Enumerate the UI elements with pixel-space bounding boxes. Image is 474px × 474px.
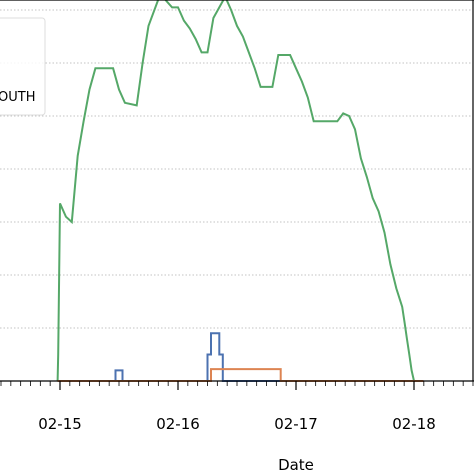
series-line-3 [57, 368, 424, 382]
x-tick-label: 02-15 [38, 415, 82, 433]
x-tick-label: 02-16 [156, 415, 200, 433]
axes [0, 0, 474, 382]
x-axis-label: Date [278, 456, 314, 474]
legend: OUTH [0, 17, 46, 116]
x-tick-label: 02-18 [392, 415, 436, 433]
series-line-2 [57, 332, 424, 382]
minor-ticks [0, 381, 474, 386]
series-line-1 [56, 0, 415, 382]
major-ticks [59, 381, 415, 390]
legend-entry-text: OUTH [0, 90, 35, 105]
legend-box [0, 17, 46, 116]
x-tick-labels: 02-15 02-16 02-17 02-18 [38, 415, 436, 433]
series-layer [56, 0, 424, 382]
gridlines [0, 9, 473, 329]
x-tick-label: 02-17 [274, 415, 318, 433]
